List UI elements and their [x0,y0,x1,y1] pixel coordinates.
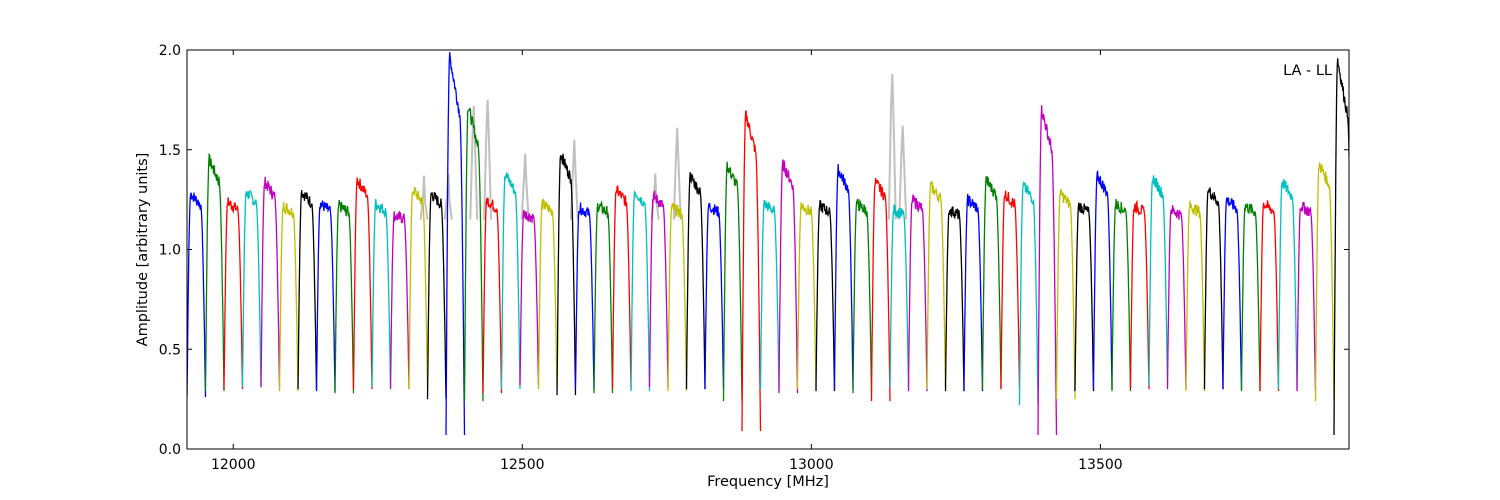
channel-series-56 [1203,187,1224,390]
channel-series-53 [1148,175,1169,386]
x-tick-label: 12500 [500,457,545,473]
channel-series-4 [241,189,262,388]
channel-series-33 [778,159,799,394]
channel-series-26 [648,189,669,388]
y-tick-label: 0.5 [159,342,181,358]
channel-series-36 [833,164,854,390]
channel-series-43 [963,193,984,392]
channel-series-11 [371,198,392,388]
channel-series-63 [1333,58,1349,436]
channel-series-12 [389,210,410,390]
gray-spike-10 [898,125,908,220]
channel-series-24 [611,185,632,390]
channel-series-50 [1092,170,1113,390]
channel-series-41 [926,181,947,390]
channel-series-40 [907,194,928,392]
channel-series-14 [426,191,447,400]
channel-series-46 [1018,180,1039,406]
channel-series-9 [334,200,355,394]
gray-spike-1 [419,175,429,220]
channel-series-45 [1000,190,1021,390]
gray-spike-7 [650,173,660,220]
gray-spike-6 [569,139,579,220]
channel-series-47 [1037,105,1058,436]
gray-spike-9 [887,73,897,220]
channel-series-15 [445,52,466,436]
channel-series-61 [1296,201,1317,392]
x-axis-label: Frequency [MHz] [707,474,829,490]
channel-series-34 [796,202,817,390]
channel-series-30 [722,161,743,402]
channel-series-23 [593,200,614,394]
channel-series-6 [278,201,299,392]
channel-series-7 [297,190,318,390]
channel-series-42 [944,206,965,392]
channel-series-55 [1185,200,1206,392]
y-tick-label: 1.0 [159,243,181,259]
channel-series-group [187,52,1349,436]
gray-spike-4 [483,99,493,220]
channel-series-1 [187,192,207,398]
channel-series-17 [482,197,503,394]
channel-series-27 [667,203,688,392]
channel-series-28 [685,172,706,390]
channel-series-10 [352,177,373,390]
y-tick-label: 2.0 [159,43,181,59]
channel-series-51 [1111,198,1132,392]
y-axis-ticks: 0.0 0.5 1.0 1.5 2.0 [159,43,1349,458]
channel-series-21 [556,153,577,396]
channel-series-5 [260,176,281,388]
gray-spike-5 [520,153,530,220]
channel-series-35 [815,199,836,392]
plot-frame [186,49,1350,450]
channel-series-22 [574,202,595,390]
y-tick-label: 1.5 [159,143,181,159]
channel-series-18 [500,172,521,390]
channel-series-39 [889,204,910,388]
channel-series-3 [223,197,244,390]
baseline-annotation: LA - LL [1283,63,1332,79]
channel-series-38 [870,177,891,402]
x-tick-label: 13000 [789,457,834,473]
channel-series-25 [630,189,651,392]
gray-background-series [419,73,908,220]
channel-series-48 [1055,188,1076,400]
channel-series-49 [1074,202,1095,392]
gray-spike-3 [469,105,479,220]
channel-series-16 [463,107,484,402]
gray-spike-8 [672,127,682,220]
channel-series-44 [981,176,1002,390]
y-tick-label: 0.0 [159,442,181,458]
channel-series-2 [204,152,225,392]
channel-series-52 [1129,199,1150,390]
channel-series-20 [537,198,558,390]
channel-series-37 [852,198,873,394]
channel-series-57 [1222,196,1243,390]
channel-series-60 [1277,179,1298,390]
channel-series-29 [704,202,725,390]
y-axis-label: Amplitude [arbitrary units] [135,153,151,347]
x-tick-label: 13500 [1078,457,1123,473]
channel-series-8 [315,200,336,392]
channel-series-58 [1240,203,1261,392]
channel-series-54 [1166,205,1187,390]
channel-series-62 [1314,161,1335,402]
channel-series-59 [1259,200,1280,392]
channel-series-31 [741,110,762,432]
channel-series-32 [759,199,780,390]
channel-series-19 [519,209,540,386]
x-axis-ticks: 12000 12500 13000 13500 [211,50,1123,473]
channel-series-13 [408,186,429,390]
x-tick-label: 12000 [211,457,256,473]
